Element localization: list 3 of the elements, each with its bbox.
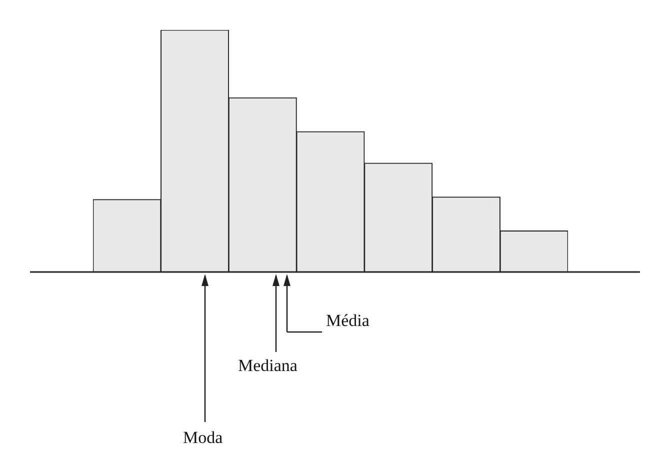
text: Moda [183, 428, 223, 448]
text: Média [326, 311, 370, 331]
text: Mediana [238, 356, 298, 376]
